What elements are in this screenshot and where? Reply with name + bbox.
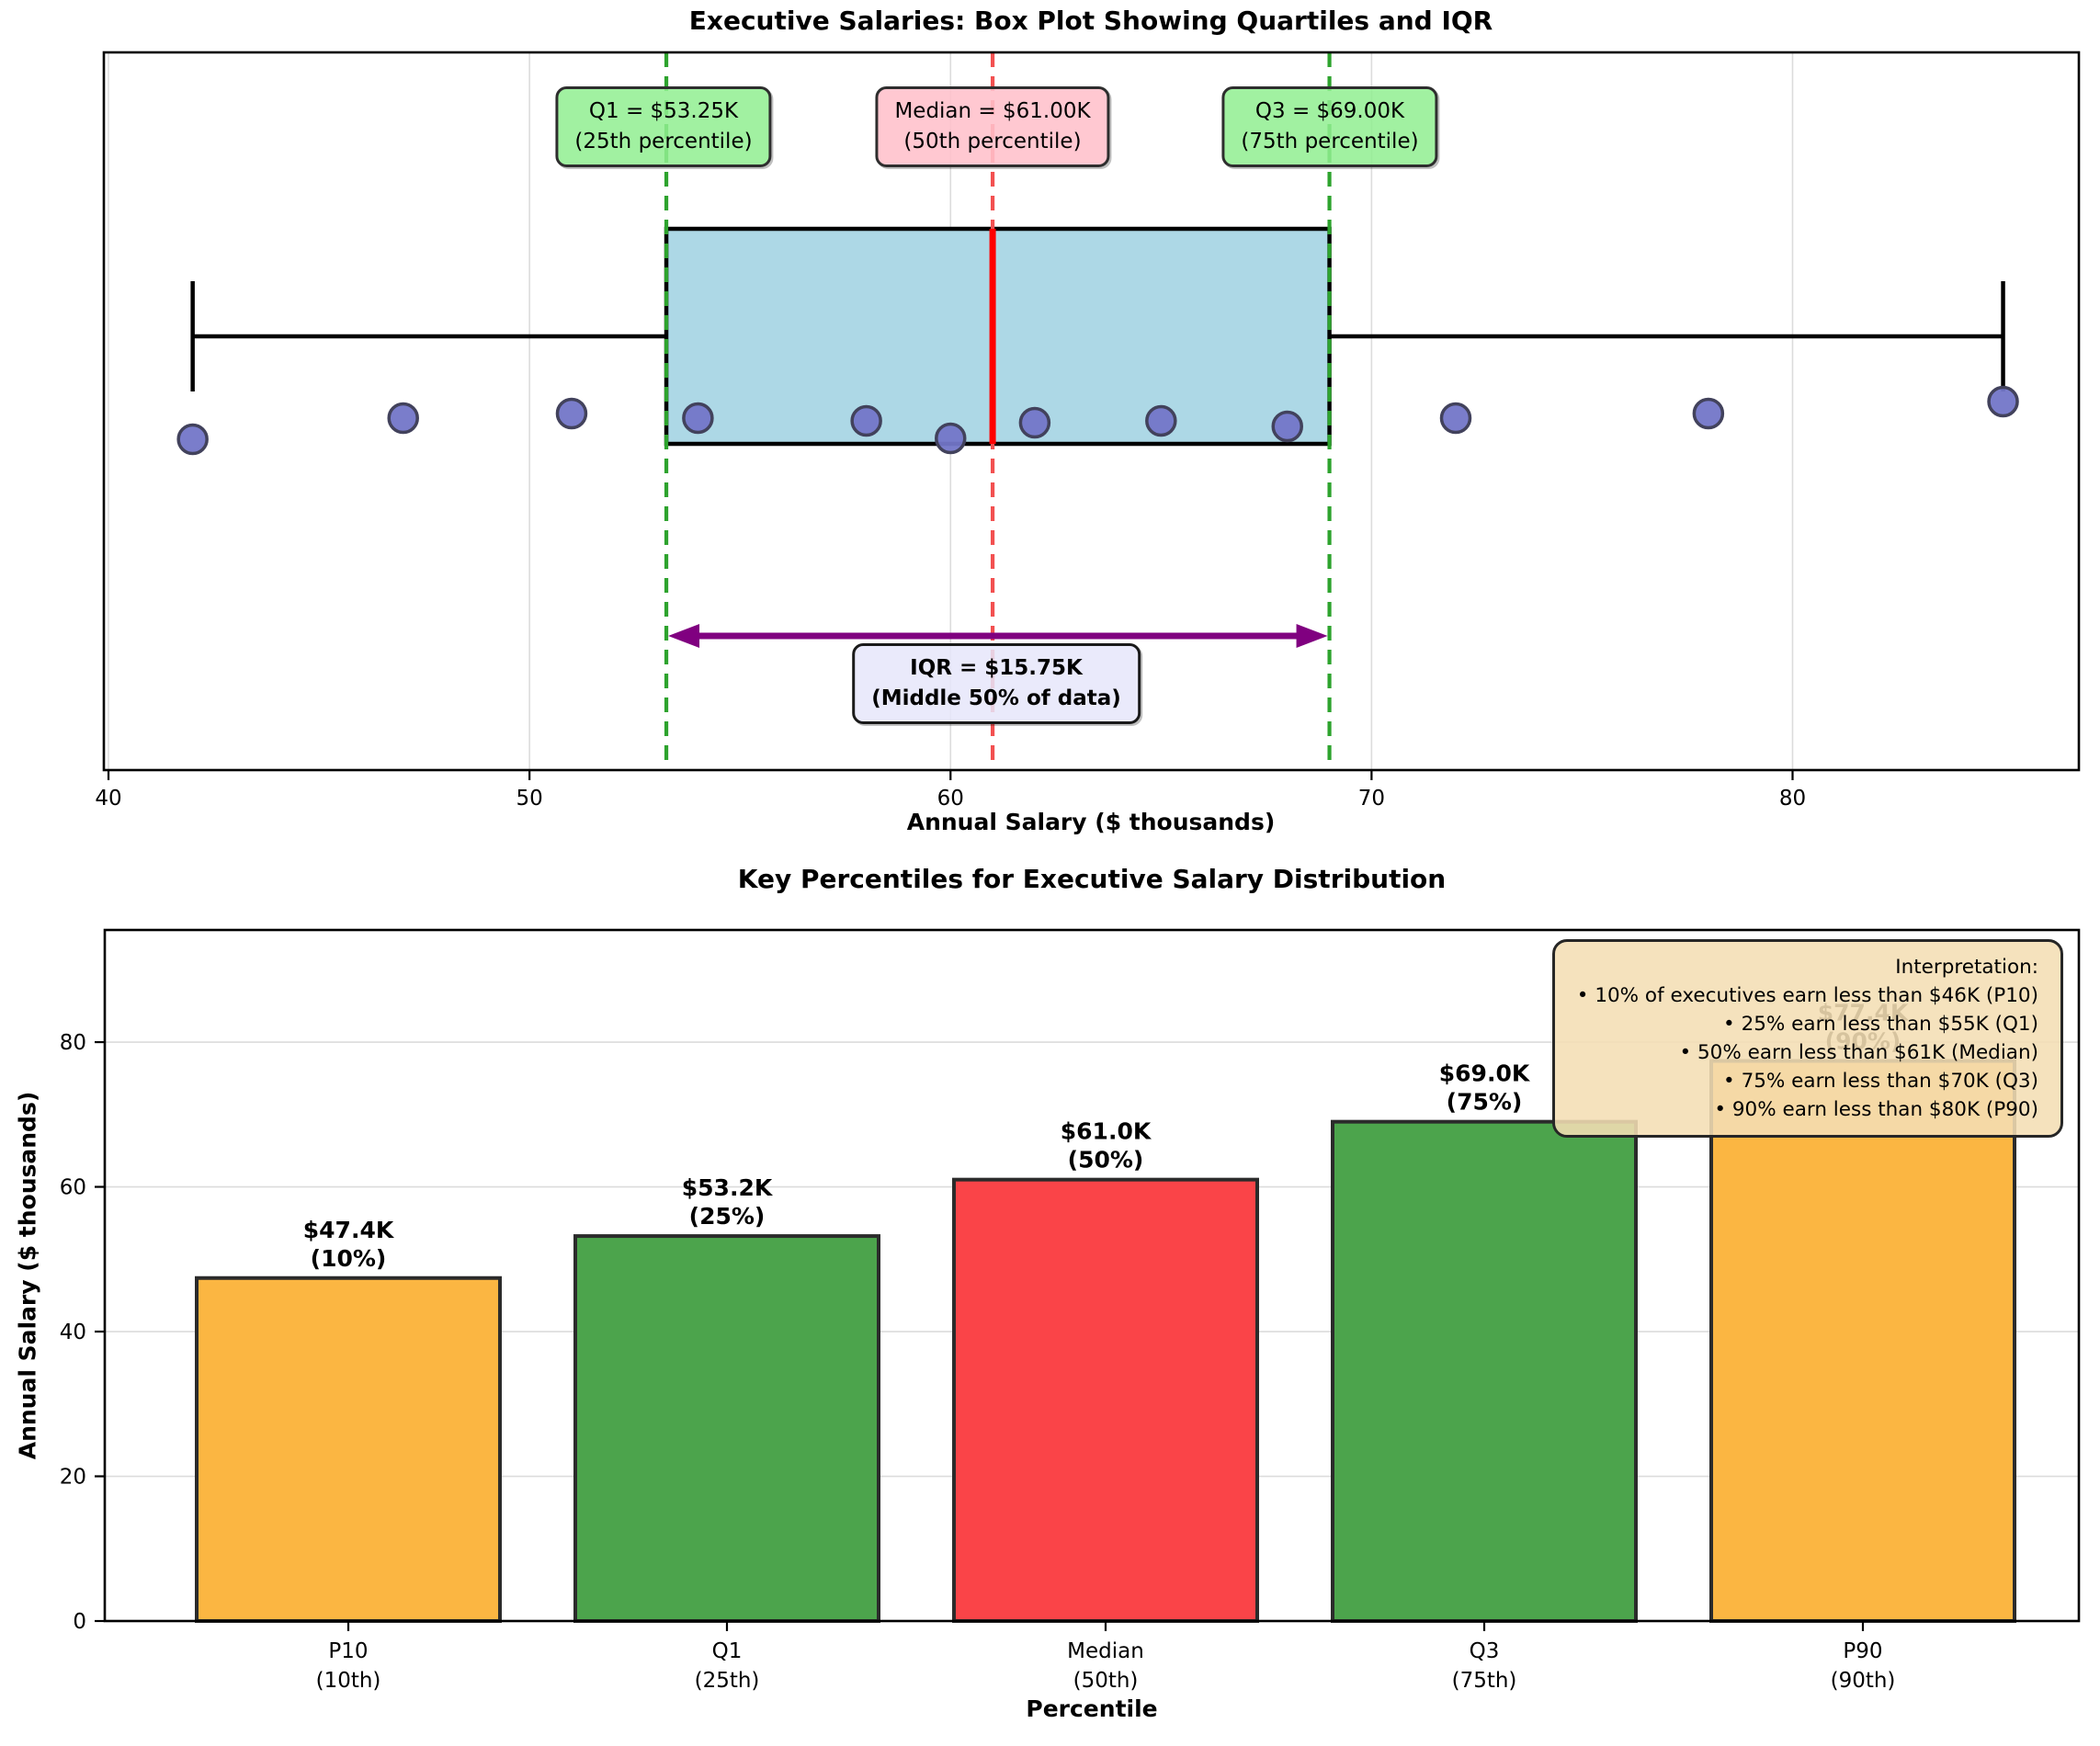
bar-median <box>952 1177 1259 1623</box>
bar-p90 <box>1709 1059 2016 1623</box>
bar-value-label: $61.0K <box>1061 1118 1152 1145</box>
data-point <box>1145 404 1177 437</box>
bar-value-label: $47.4K <box>303 1217 395 1243</box>
data-point <box>1987 385 2019 418</box>
barchart-ytick-label: 0 <box>73 1610 86 1634</box>
barchart-xtick-label: Q3 <box>1470 1639 1500 1663</box>
bar-percent-label: (75%) <box>1447 1089 1523 1116</box>
barchart-xtick-sublabel: (75th) <box>1452 1669 1517 1693</box>
bar-percent-label: (50%) <box>1068 1147 1144 1173</box>
median-annotation: Median = $61.00K (50th percentile) <box>875 86 1110 167</box>
barchart-xtick-sublabel: (90th) <box>1831 1669 1896 1693</box>
data-point <box>850 404 882 437</box>
boxplot-xaxis-label: Annual Salary ($ thousands) <box>906 809 1276 835</box>
data-point <box>1439 402 1472 435</box>
interpretation-box: Interpretation: • 10% of executives earn… <box>1551 939 2063 1138</box>
q1-annotation-line2: (25th percentile) <box>574 130 753 153</box>
bar-value-label: $69.0K <box>1439 1060 1531 1087</box>
data-point <box>1692 397 1725 430</box>
q1-annotation-line1: Q1 = $53.25K <box>588 99 739 123</box>
barchart-spines <box>103 928 2081 1623</box>
interpretation-title: Interpretation: <box>1895 956 2038 979</box>
data-point <box>555 397 588 430</box>
bar-q3 <box>1331 1119 1638 1623</box>
barchart-xtick-label: P10 <box>328 1639 368 1663</box>
boxplot-xtick-label: 80 <box>1779 787 1806 811</box>
bar-q1 <box>573 1234 880 1624</box>
bar-percent-label: (25%) <box>689 1203 766 1230</box>
bar-p10 <box>195 1275 502 1623</box>
interpretation-line-p10: • 10% of executives earn less than $46K … <box>1576 984 2038 1007</box>
boxplot-xtick-label: 40 <box>95 787 121 811</box>
iqr-annotation-line2: (Middle 50% of data) <box>871 686 1121 710</box>
q1-annotation: Q1 = $53.25K (25th percentile) <box>555 86 772 167</box>
barchart-ytick-label: 80 <box>60 1031 86 1055</box>
iqr-box-rect <box>664 226 1332 447</box>
interpretation-line-q3: • 75% earn less than $70K (Q3) <box>1723 1070 2038 1093</box>
data-point <box>1018 406 1051 439</box>
interpretation-line-q1: • 25% earn less than $55K (Q1) <box>1723 1013 2038 1036</box>
boxplot-xtick-label: 70 <box>1358 787 1385 811</box>
barchart-xtick-label: Median <box>1067 1639 1144 1663</box>
boxplot-xtick-label: 50 <box>516 787 543 811</box>
barchart-xtick-sublabel: (50th) <box>1073 1669 1139 1693</box>
iqr-annotation: IQR = $15.75K (Middle 50% of data) <box>852 643 1141 724</box>
q3-annotation-line1: Q3 = $69.00K <box>1254 99 1405 123</box>
median-annotation-line1: Median = $61.00K <box>894 99 1091 123</box>
iqr-arrow-head-right <box>1296 624 1328 648</box>
iqr-annotation-line1: IQR = $15.75K <box>910 656 1083 680</box>
boxplot-spines <box>102 51 2081 772</box>
barchart-ytick-label: 40 <box>60 1321 86 1344</box>
interpretation-line-median: • 50% earn less than $61K (Median) <box>1679 1041 2038 1064</box>
barchart-xtick-sublabel: (10th) <box>316 1669 381 1693</box>
q3-annotation-line2: (75th percentile) <box>1241 130 1419 153</box>
data-point <box>1271 410 1304 443</box>
barchart-xtick-label: P90 <box>1843 1639 1882 1663</box>
data-point <box>387 402 419 435</box>
boxplot-title: Executive Salaries: Box Plot Showing Qua… <box>688 6 1493 36</box>
median-annotation-line2: (50th percentile) <box>903 130 1082 153</box>
data-point <box>176 423 209 456</box>
interpretation-line-p90: • 90% earn less than $80K (P90) <box>1714 1098 2038 1121</box>
barchart-xaxis-label: Percentile <box>1026 1695 1158 1722</box>
barchart-ytick-label: 60 <box>60 1176 86 1200</box>
barchart-ytick-label: 20 <box>60 1466 86 1490</box>
q3-annotation: Q3 = $69.00K (75th percentile) <box>1221 86 1438 167</box>
bar-percent-label: (10%) <box>311 1245 387 1272</box>
barchart-xtick-sublabel: (25th) <box>695 1669 760 1693</box>
barchart-yaxis-label: Annual Salary ($ thousands) <box>14 1091 41 1460</box>
boxplot-xtick-label: 60 <box>937 787 964 811</box>
iqr-arrow-head-left <box>668 624 700 648</box>
barchart-title: Key Percentiles for Executive Salary Dis… <box>737 864 1447 894</box>
data-point <box>682 402 714 435</box>
barchart-xtick-label: Q1 <box>712 1639 743 1663</box>
bar-value-label: $53.2K <box>682 1174 774 1201</box>
data-point <box>935 422 967 455</box>
